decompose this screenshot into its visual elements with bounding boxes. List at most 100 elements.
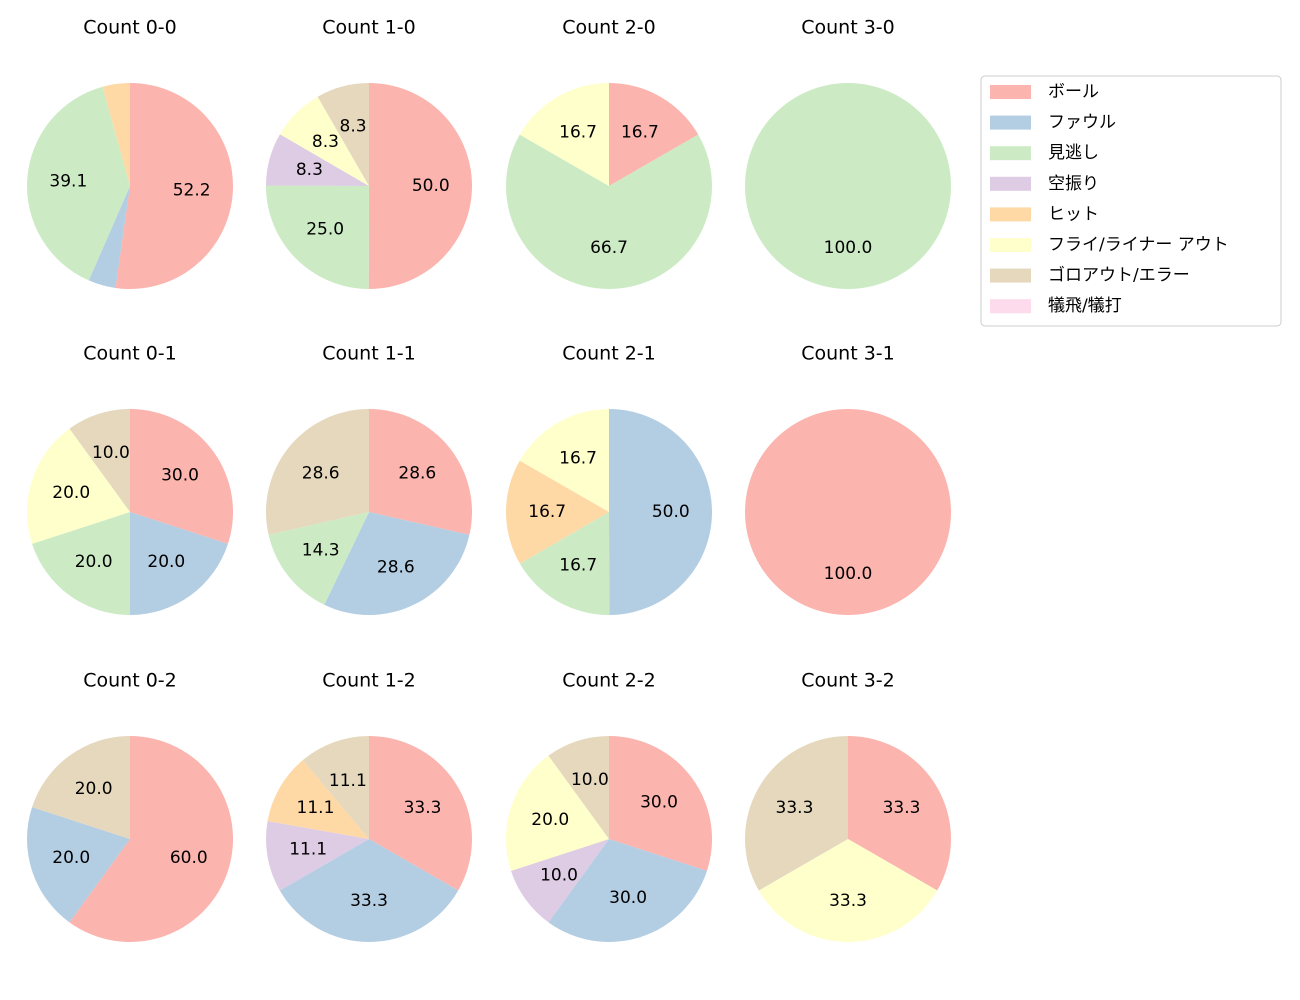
pie-slice: [26, 86, 131, 281]
pie-title: Count 3-0: [801, 17, 895, 39]
pie-slice: [609, 83, 699, 186]
slice-label: 8.3: [340, 116, 367, 136]
slice-label: 66.7: [590, 238, 628, 258]
slice-label: 52.2: [173, 180, 211, 200]
slice-label: 20.0: [52, 848, 90, 868]
slice-label: 16.7: [559, 448, 597, 468]
slice-label: 10.0: [571, 770, 609, 790]
slice-label: 16.7: [559, 122, 597, 142]
pie-slice: [266, 185, 369, 289]
pie-slice: [548, 736, 609, 839]
slice-label: 16.7: [528, 502, 566, 522]
slice-label: 39.1: [49, 172, 87, 192]
slice-label: 30.0: [640, 793, 678, 813]
legend-swatch: [990, 176, 1031, 191]
legend-swatch: [990, 146, 1031, 161]
pie-slice: [519, 409, 609, 512]
slice-label: 28.6: [398, 463, 436, 483]
legend-label: フライ/ライナー アウト: [1048, 235, 1229, 255]
pie-slice: [506, 755, 609, 871]
slice-label: 8.3: [296, 160, 323, 180]
pie-title: Count 3-2: [801, 670, 895, 692]
pie-slice: [69, 736, 234, 943]
pie-slice: [519, 512, 610, 615]
pie-title: Count 1-0: [322, 17, 416, 39]
legend-swatch: [990, 299, 1031, 314]
pie-slice: [26, 807, 131, 923]
slice-label: 8.3: [312, 132, 339, 152]
pie-slice: [266, 409, 369, 535]
slice-label: 33.3: [829, 891, 867, 911]
slice-label: 33.3: [883, 798, 921, 818]
slice-label: 16.7: [559, 556, 597, 576]
slice-label: 11.1: [329, 771, 367, 791]
legend-swatch: [990, 207, 1031, 222]
legend-swatch: [990, 268, 1031, 283]
pie-slice: [266, 134, 369, 186]
slice-label: 30.0: [609, 888, 647, 908]
legend-swatch: [990, 115, 1031, 130]
legend-label: 犠飛/犠打: [1048, 296, 1122, 316]
pie-slice: [369, 736, 472, 891]
slice-label: 33.3: [776, 798, 814, 818]
slice-label: 50.0: [652, 502, 690, 522]
slice-label: 20.0: [75, 552, 113, 572]
legend-label: ゴロアウト/エラー: [1048, 265, 1190, 286]
slice-label: 100.0: [824, 564, 873, 584]
slice-label: 20.0: [147, 552, 185, 572]
pie-slice: [368, 83, 473, 289]
pie-slice: [267, 760, 369, 839]
pie-slice: [279, 96, 369, 186]
pie-slice: [302, 736, 369, 839]
slice-label: 30.0: [161, 466, 199, 486]
pie-slice: [266, 821, 369, 891]
slice-label: 20.0: [52, 483, 90, 503]
pie-slice: [505, 134, 712, 289]
pie-slice: [268, 512, 369, 605]
slice-label: 20.0: [531, 810, 569, 830]
pie-slice: [88, 186, 130, 288]
slice-label: 28.6: [302, 463, 340, 483]
pie-slice: [130, 512, 228, 615]
legend-swatch: [990, 238, 1031, 252]
pie-slice: [115, 83, 234, 289]
slice-label: 10.0: [92, 443, 130, 463]
pie-title: Count 2-0: [562, 17, 656, 39]
pie-slice: [848, 736, 951, 891]
pie-slice: [130, 409, 233, 544]
slice-label: 14.3: [302, 541, 340, 561]
legend-label: 空振り: [1048, 174, 1099, 194]
slice-label: 100.0: [824, 238, 873, 258]
pie-slice: [32, 736, 130, 839]
pie-title: Count 1-2: [322, 670, 416, 692]
pie-slice: [69, 409, 130, 512]
pie-slice: [745, 736, 848, 891]
pie-title: Count 0-2: [83, 670, 177, 692]
pie-title: Count 1-1: [322, 343, 416, 365]
pie-slice: [324, 512, 470, 615]
slice-label: 60.0: [170, 848, 208, 868]
legend-label: ヒット: [1048, 204, 1099, 224]
pie-slice: [745, 409, 951, 615]
legend-label: 見逃し: [1048, 143, 1099, 163]
pie-slice: [506, 460, 609, 564]
legend-label: ファウル: [1048, 113, 1116, 133]
pie-slice: [511, 839, 609, 923]
pie-slice: [369, 409, 473, 535]
slice-label: 28.6: [377, 558, 415, 578]
slice-label: 10.0: [540, 865, 578, 885]
slice-label: 11.1: [289, 840, 327, 860]
slice-label: 20.0: [75, 779, 113, 799]
pie-slice: [758, 839, 938, 942]
pie-title: Count 0-0: [83, 17, 177, 39]
slice-label: 16.7: [621, 122, 659, 142]
legend-swatch: [990, 85, 1031, 99]
legend-box: [980, 75, 1282, 327]
pie-slice: [102, 83, 130, 186]
pie-title: Count 2-2: [562, 670, 656, 692]
pie-slice: [609, 409, 713, 615]
pie-slice: [519, 83, 609, 186]
pie-title: Count 0-1: [83, 343, 177, 365]
slice-label: 11.1: [297, 798, 335, 818]
